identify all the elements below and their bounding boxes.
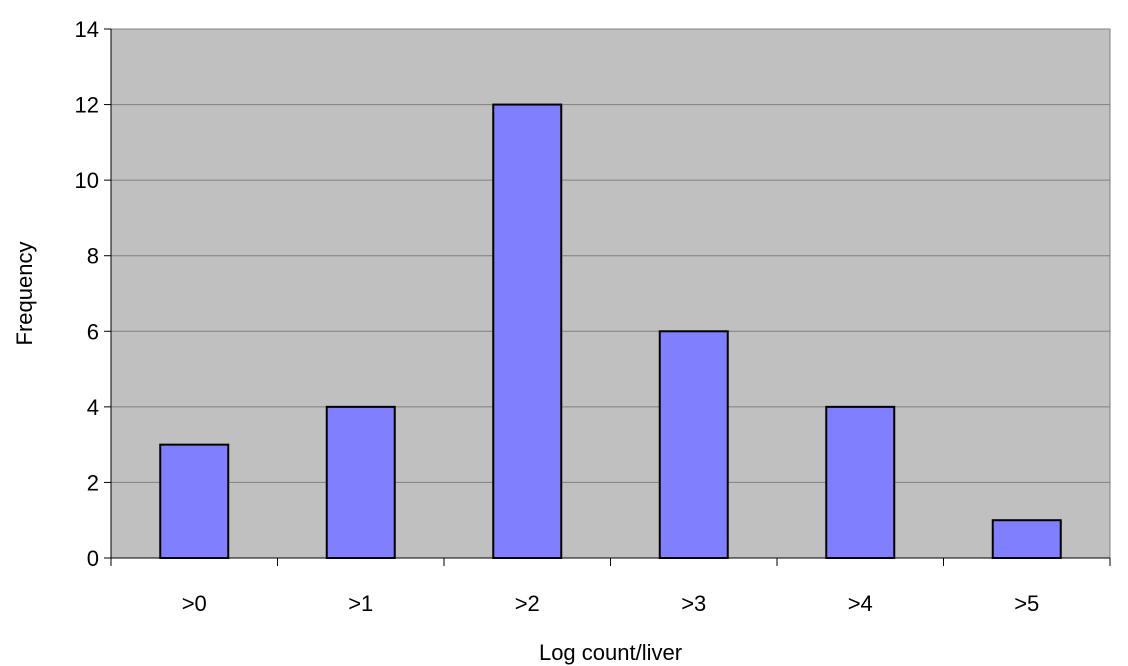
bars xyxy=(159,103,1062,560)
y-tick-label: 6 xyxy=(87,319,99,344)
bar-gt0 xyxy=(159,443,230,559)
axes xyxy=(104,28,1111,566)
y-tick-label: 10 xyxy=(75,168,99,193)
gridlines xyxy=(111,28,1110,483)
x-tick-labels: >0 >1 >2 >3 >4 >5 xyxy=(182,591,1040,616)
y-axis-label: Frequency xyxy=(12,242,37,346)
y-tick-label: 2 xyxy=(87,470,99,495)
y-tick-label: 0 xyxy=(87,546,99,571)
y-tick-label: 14 xyxy=(75,17,99,42)
y-tick-label: 4 xyxy=(87,395,99,420)
x-tick-label: >5 xyxy=(1014,591,1039,616)
bar-gt5 xyxy=(991,519,1062,560)
y-tick-labels: 0 2 4 6 8 10 12 14 xyxy=(75,17,99,571)
x-tick-label: >4 xyxy=(848,591,873,616)
bar-gt1 xyxy=(325,405,396,559)
bar-gt4 xyxy=(825,405,896,559)
bar-gt3 xyxy=(658,330,729,559)
x-tick-label: >2 xyxy=(515,591,540,616)
bar-gt2 xyxy=(492,103,563,559)
plot-area xyxy=(110,28,1111,559)
x-axis-label: Log count/liver xyxy=(539,640,682,665)
x-tick-label: >1 xyxy=(348,591,373,616)
x-tick-label: >3 xyxy=(681,591,706,616)
x-tick-label: >0 xyxy=(182,591,207,616)
y-tick-label: 12 xyxy=(75,93,99,118)
y-tick-label: 8 xyxy=(87,244,99,269)
